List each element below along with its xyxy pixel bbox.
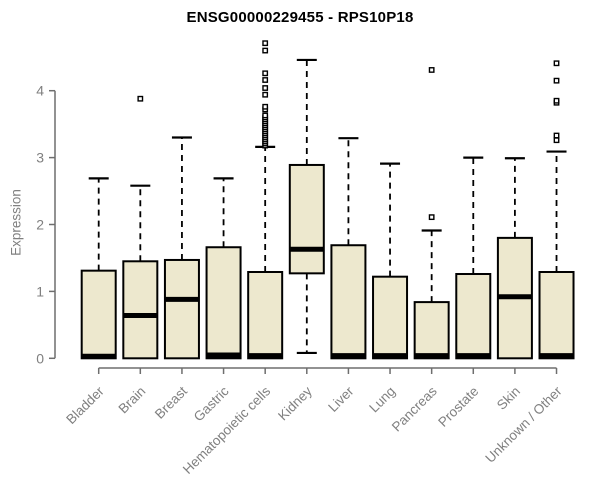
x-tick-label-gastric: Gastric	[191, 383, 232, 424]
outlier-point	[262, 85, 269, 91]
x-tick-label-kidney: Kidney	[275, 383, 315, 423]
box-unknown-other	[538, 60, 575, 360]
y-tick-label: 3	[36, 150, 44, 166]
outlier-point	[262, 70, 269, 77]
x-tick-label-bladder: Bladder	[63, 383, 107, 427]
outlier-point	[262, 77, 269, 83]
box-skin	[496, 157, 533, 360]
iqr-box	[372, 275, 409, 360]
box-breast	[163, 136, 200, 360]
y-axis: 0 1 2 3 4	[36, 83, 56, 366]
box-bladder	[80, 177, 117, 360]
x-tick-label-skin: Skin	[494, 384, 523, 413]
x-tick-label-prostate: Prostate	[435, 384, 481, 430]
iqr-box	[288, 163, 325, 275]
outlier-point	[553, 137, 560, 144]
box-brain	[122, 95, 159, 360]
x-tick-label-liver: Liver	[325, 383, 357, 415]
x-tick-label-breast: Breast	[152, 383, 190, 421]
outlier-point	[553, 97, 560, 104]
outlier-point	[553, 77, 560, 84]
x-tick-label-lung: Lung	[366, 384, 398, 416]
box-gastric	[205, 177, 242, 360]
box-lung	[372, 162, 409, 360]
iqr-box	[538, 270, 575, 360]
outlier-point	[262, 112, 269, 119]
x-tick-label-unknown-other: Unknown / Other	[482, 383, 565, 466]
outlier-point	[553, 132, 560, 139]
iqr-box	[122, 260, 159, 360]
iqr-box	[455, 273, 492, 360]
y-tick-label: 2	[36, 217, 44, 233]
outlier-point	[262, 40, 269, 47]
outlier-point	[428, 67, 435, 73]
outlier-point	[262, 91, 269, 98]
outlier-point	[553, 60, 560, 67]
iqr-box	[247, 270, 284, 360]
y-tick-label: 4	[36, 83, 44, 99]
outlier-point	[262, 47, 269, 54]
iqr-box	[163, 258, 200, 360]
box-pancreas	[413, 67, 450, 360]
y-tick-label: 0	[36, 350, 44, 366]
iqr-box	[413, 301, 450, 360]
y-tick-label: 1	[36, 283, 44, 299]
box-liver	[330, 137, 367, 360]
iqr-box	[205, 246, 242, 360]
x-tick-label-brain: Brain	[116, 384, 149, 417]
box-kidney	[288, 58, 325, 355]
outlier-point	[428, 214, 435, 221]
x-tick-label-pancreas: Pancreas	[389, 383, 440, 434]
outlier-point	[137, 95, 144, 102]
box-prostate	[455, 156, 492, 360]
iqr-box	[330, 244, 367, 360]
box-hematopoietic-cells	[247, 40, 284, 360]
chart-title: ENSG00000229455 - RPS10P18	[186, 9, 414, 26]
outlier-point	[262, 103, 269, 110]
iqr-box	[80, 269, 117, 360]
